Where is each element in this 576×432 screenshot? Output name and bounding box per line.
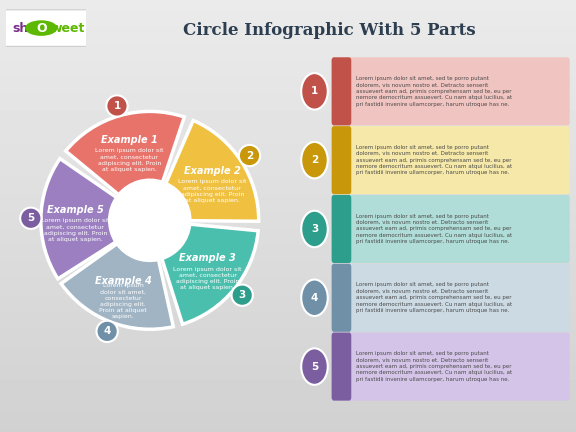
Text: Lorem ipsum dolor sit amet, sed te porro putant
dolorem, vis novum nostro et. De: Lorem ipsum dolor sit amet, sed te porro…: [356, 145, 512, 175]
Text: Circle Infographic With 5 Parts: Circle Infographic With 5 Parts: [183, 22, 476, 38]
Circle shape: [301, 211, 328, 247]
Text: Lorem ipsum dolor sit amet, sed te porro putant
dolorem, vis novum nostro et. De: Lorem ipsum dolor sit amet, sed te porro…: [356, 76, 512, 107]
Circle shape: [232, 285, 253, 306]
Text: Example 1: Example 1: [101, 135, 158, 145]
Circle shape: [97, 321, 118, 342]
Circle shape: [301, 73, 328, 110]
Text: weet: weet: [51, 22, 85, 35]
Text: 3: 3: [238, 290, 246, 300]
Text: Example 2: Example 2: [184, 166, 241, 176]
Circle shape: [239, 145, 260, 166]
FancyBboxPatch shape: [332, 264, 570, 332]
Text: Example 5: Example 5: [47, 205, 104, 215]
Text: 2: 2: [311, 155, 318, 165]
Circle shape: [25, 20, 58, 36]
Text: 4: 4: [311, 293, 318, 303]
Text: 1: 1: [113, 101, 120, 111]
FancyBboxPatch shape: [332, 195, 351, 263]
FancyBboxPatch shape: [332, 126, 570, 194]
FancyBboxPatch shape: [332, 333, 351, 400]
Text: Lorem ipsum dolor sit amet, sed te porro putant
dolorem, vis novum nostro et. De: Lorem ipsum dolor sit amet, sed te porro…: [356, 351, 512, 382]
Text: Lorem ipsum dolor sit amet, sed te porro putant
dolorem, vis novum nostro et. De: Lorem ipsum dolor sit amet, sed te porro…: [356, 283, 512, 313]
Circle shape: [109, 180, 190, 260]
Text: Example 4: Example 4: [94, 276, 151, 286]
Text: 2: 2: [246, 150, 253, 161]
Wedge shape: [162, 224, 258, 324]
FancyBboxPatch shape: [2, 10, 89, 46]
FancyBboxPatch shape: [332, 195, 570, 263]
Text: 5: 5: [311, 362, 318, 372]
FancyBboxPatch shape: [332, 264, 351, 332]
Text: O: O: [36, 22, 47, 35]
Wedge shape: [61, 244, 173, 329]
Text: Lorem ipsum dolor sit
amet, consectetur
adipiscing elit. Proin
at aliquet sapien: Lorem ipsum dolor sit amet, consectetur …: [41, 219, 109, 242]
Wedge shape: [41, 159, 117, 279]
Circle shape: [301, 280, 328, 316]
Circle shape: [301, 348, 328, 385]
Text: Lorem ipsum
dolor sit amet,
consectetur
adipiscing elit.
Proin at aliquet
sapien: Lorem ipsum dolor sit amet, consectetur …: [99, 283, 147, 319]
Text: 3: 3: [311, 224, 318, 234]
Circle shape: [107, 95, 128, 117]
Wedge shape: [166, 121, 259, 221]
Text: Lorem ipsum dolor sit
amet, consectetur
adipiscing elit. Proin
at aliquet sapien: Lorem ipsum dolor sit amet, consectetur …: [173, 267, 242, 290]
Text: Lorem ipsum dolor sit
amet, consectetur
adipiscing elit. Proin
at aliquet sapien: Lorem ipsum dolor sit amet, consectetur …: [178, 179, 247, 203]
Circle shape: [20, 208, 41, 229]
Circle shape: [301, 142, 328, 178]
FancyBboxPatch shape: [332, 57, 570, 125]
Text: Lorem ipsum dolor sit
amet, consectetur
adipiscing elit. Proin
at aliquet sapien: Lorem ipsum dolor sit amet, consectetur …: [95, 148, 164, 172]
Wedge shape: [66, 111, 184, 195]
FancyBboxPatch shape: [332, 126, 351, 194]
Text: Example 3: Example 3: [179, 254, 236, 264]
Text: 1: 1: [311, 86, 318, 96]
FancyBboxPatch shape: [332, 333, 570, 400]
Text: sh: sh: [12, 22, 28, 35]
Text: 4: 4: [104, 326, 111, 337]
Text: Lorem ipsum dolor sit amet, sed te porro putant
dolorem, vis novum nostro et. De: Lorem ipsum dolor sit amet, sed te porro…: [356, 214, 512, 244]
FancyBboxPatch shape: [332, 57, 351, 125]
Text: 5: 5: [27, 213, 35, 223]
